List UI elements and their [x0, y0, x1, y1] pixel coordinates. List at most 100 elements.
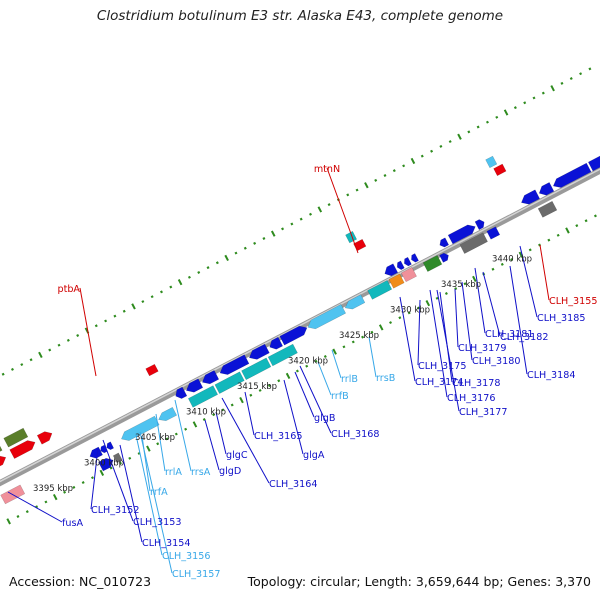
gene-feature[interactable]	[112, 452, 123, 464]
gene-label[interactable]: CLH_3164	[269, 479, 317, 490]
gene-label[interactable]: CLH_3153	[133, 517, 181, 528]
gene-label[interactable]: ptbA	[57, 284, 80, 295]
tick-mark	[454, 287, 458, 291]
tick-mark	[565, 227, 570, 234]
tick-mark	[513, 106, 517, 110]
gene-feature[interactable]	[175, 386, 188, 399]
gene-feature[interactable]	[185, 378, 204, 393]
gene-label[interactable]: CLH_3152	[91, 505, 139, 516]
gene-feature[interactable]	[241, 357, 272, 381]
gene-label[interactable]: rrlA	[165, 467, 182, 478]
gene-label[interactable]: glgC	[226, 450, 248, 461]
gene-feature[interactable]	[269, 336, 284, 350]
gene-feature[interactable]	[388, 273, 405, 289]
tick-mark	[420, 154, 424, 158]
gene-feature[interactable]	[411, 253, 419, 263]
gene-label[interactable]: CLH_3182	[500, 332, 548, 343]
gene-label[interactable]: rrfB	[331, 391, 349, 402]
gene-feature[interactable]	[521, 189, 541, 205]
gene-feature[interactable]	[447, 224, 476, 245]
gene-label[interactable]: CLH_3175	[418, 361, 466, 372]
tick-mark	[407, 311, 411, 315]
tick-mark	[299, 217, 303, 221]
tick-mark	[109, 466, 113, 470]
gene-feature[interactable]	[307, 304, 347, 330]
gene-label[interactable]: CLH_3179	[458, 343, 506, 354]
gene-label[interactable]: rrsA	[191, 467, 211, 478]
gene-feature[interactable]	[121, 415, 160, 441]
gene-label[interactable]: CLH_3157	[172, 569, 220, 580]
gene-feature[interactable]	[344, 294, 366, 310]
tick-mark	[327, 203, 331, 207]
tick-mark	[234, 251, 238, 255]
gene-label[interactable]: CLH_3154	[142, 538, 190, 549]
gene-feature[interactable]	[100, 444, 108, 454]
gene-label[interactable]: CLH_3177	[459, 407, 507, 418]
gene-feature[interactable]	[9, 440, 36, 459]
gene-feature[interactable]	[486, 226, 501, 240]
gene-label[interactable]: CLH_3174	[415, 377, 463, 388]
gene-feature[interactable]	[158, 406, 178, 422]
gene-feature[interactable]	[187, 385, 219, 408]
gene-label[interactable]: rrsB	[376, 373, 395, 384]
gene-feature[interactable]	[552, 162, 592, 188]
gene-feature[interactable]	[439, 252, 449, 263]
leader-line	[461, 281, 473, 361]
gene-label[interactable]: CLH_3180	[472, 356, 520, 367]
tick-mark	[137, 451, 141, 455]
gene-feature[interactable]	[459, 232, 488, 254]
gene-feature[interactable]	[384, 263, 399, 277]
gene-label[interactable]: CLH_3156	[162, 551, 210, 562]
gene-feature[interactable]	[3, 427, 29, 448]
gene-feature[interactable]	[219, 354, 250, 375]
gene-feature[interactable]	[0, 455, 7, 472]
gene-label[interactable]: mtnN	[314, 164, 340, 175]
gene-label[interactable]: CLH_3176	[447, 393, 495, 404]
gene-feature[interactable]	[538, 182, 555, 196]
gene-label[interactable]: glgB	[314, 413, 335, 424]
gene-label[interactable]: CLH_3185	[537, 313, 585, 324]
leader-line	[417, 299, 421, 366]
gene-feature[interactable]	[89, 446, 103, 459]
gene-label[interactable]: CLH_3155	[549, 296, 597, 307]
gene-feature[interactable]	[493, 163, 507, 177]
gene-label[interactable]: rrfA	[150, 487, 168, 498]
gene-feature[interactable]	[400, 267, 417, 283]
gene-label[interactable]: CLH_3181	[485, 329, 533, 340]
gene-label[interactable]: CLH_3178	[452, 378, 500, 389]
tick-mark	[184, 427, 188, 431]
gene-label[interactable]: CLH_3165	[254, 431, 302, 442]
gene-feature[interactable]	[422, 255, 443, 272]
tick-mark	[295, 369, 299, 373]
tick-mark	[72, 485, 76, 489]
gene-label[interactable]: CLH_3184	[527, 370, 575, 381]
gene-feature[interactable]	[36, 431, 53, 445]
gene-label[interactable]: fusA	[62, 518, 83, 529]
gene-feature[interactable]	[485, 155, 498, 169]
gene-feature[interactable]	[145, 363, 159, 377]
gene-label[interactable]: glgA	[303, 450, 325, 461]
gene-feature[interactable]	[439, 237, 450, 248]
gene-feature[interactable]	[474, 219, 485, 231]
gene-feature[interactable]	[396, 260, 405, 270]
leader-line	[429, 289, 448, 398]
gene-label[interactable]: glgD	[219, 466, 241, 477]
gene-feature[interactable]	[279, 325, 308, 346]
gene-feature[interactable]	[404, 256, 412, 267]
gene-label[interactable]: rrlB	[341, 374, 358, 385]
gene-feature[interactable]	[214, 371, 245, 394]
gene-feature[interactable]	[367, 280, 393, 300]
leader-line	[174, 399, 192, 472]
tick-mark	[29, 358, 33, 362]
gene-feature[interactable]	[537, 200, 558, 218]
gene-feature[interactable]	[587, 146, 600, 172]
gene-feature[interactable]	[267, 343, 298, 367]
gene-feature[interactable]	[106, 441, 115, 450]
gene-feature[interactable]	[0, 441, 3, 460]
tick-mark	[495, 115, 499, 119]
tick-mark	[410, 157, 416, 165]
gene-label[interactable]: CLH_3168	[331, 429, 379, 440]
gene-feature[interactable]	[201, 370, 220, 385]
gene-feature[interactable]	[248, 343, 270, 360]
